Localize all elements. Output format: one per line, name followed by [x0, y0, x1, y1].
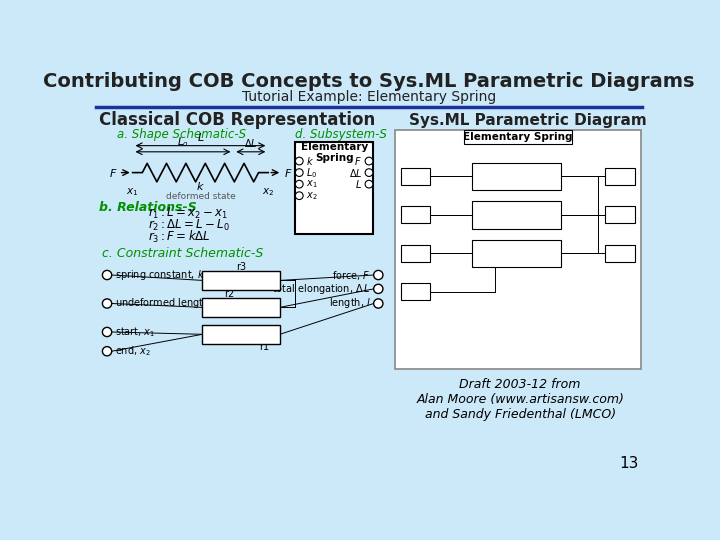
- Text: r1: r1: [259, 342, 269, 353]
- Circle shape: [295, 180, 303, 188]
- Text: c. Constraint Schematic-S: c. Constraint Schematic-S: [102, 247, 264, 260]
- Text: k: k: [412, 170, 419, 183]
- Text: L: L: [616, 208, 624, 221]
- Text: Elementary Spring: Elementary Spring: [463, 132, 572, 142]
- Circle shape: [102, 299, 112, 308]
- Text: L0: L0: [408, 208, 423, 221]
- Text: «parametricRelation»: «parametricRelation»: [475, 205, 558, 214]
- Text: r2: r2: [225, 289, 235, 299]
- Text: $F$: $F$: [109, 167, 117, 179]
- Text: $L$: $L$: [197, 131, 204, 143]
- Text: 13: 13: [619, 456, 639, 471]
- Text: $r_1 : L = x_2 - x_1$: $r_1 : L = x_2 - x_1$: [148, 206, 228, 221]
- Text: force, $F$: force, $F$: [332, 268, 371, 281]
- Text: L = x1·x2: L = x1·x2: [493, 254, 540, 264]
- Bar: [472, 240, 561, 267]
- Bar: [202, 271, 280, 289]
- Text: dL: dL: [613, 247, 628, 260]
- Text: length, $l$: length, $l$: [328, 296, 371, 310]
- Text: Contributing COB Concepts to Sys.ML Parametric Diagrams: Contributing COB Concepts to Sys.ML Para…: [43, 72, 695, 91]
- Text: $x_1$: $x_1$: [127, 186, 139, 198]
- Circle shape: [374, 299, 383, 308]
- Circle shape: [365, 168, 373, 177]
- Circle shape: [102, 327, 112, 336]
- Text: d. Subsystem-S: d. Subsystem-S: [295, 127, 387, 140]
- Bar: [606, 245, 635, 262]
- Bar: [295, 142, 373, 234]
- Text: Tutorial Example: Elementary Spring: Tutorial Example: Elementary Spring: [242, 90, 496, 104]
- Bar: [401, 206, 431, 224]
- Bar: [472, 201, 561, 229]
- Text: $x_2$: $x_2$: [262, 186, 274, 198]
- Text: b. Relations-S: b. Relations-S: [99, 201, 197, 214]
- Text: Sys.ML Parametric Diagram: Sys.ML Parametric Diagram: [409, 113, 647, 128]
- Text: Draft 2003-12 from
Alan Moore (www.artisansw.com)
and Sandy Friedenthal (LMCO): Draft 2003-12 from Alan Moore (www.artis…: [416, 378, 624, 421]
- Text: $r_3 : F = k\Delta L$: $r_3 : F = k\Delta L$: [148, 228, 211, 245]
- Text: end, $x_2$: end, $x_2$: [114, 345, 150, 358]
- Text: $\Delta L$: $\Delta L$: [348, 167, 362, 179]
- Text: $L_0$: $L_0$: [306, 166, 318, 179]
- Circle shape: [365, 180, 373, 188]
- Bar: [202, 325, 280, 343]
- Bar: [401, 245, 431, 262]
- Text: «parametricRelation»: «parametricRelation»: [475, 166, 558, 176]
- Bar: [606, 206, 635, 224]
- Circle shape: [102, 271, 112, 280]
- Circle shape: [102, 347, 112, 356]
- Text: F=k·dL: F=k·dL: [500, 177, 534, 187]
- Text: x1: x1: [408, 247, 423, 260]
- Text: $k$: $k$: [306, 155, 314, 167]
- Text: $F = k\Delta L$: $F = k\Delta L$: [220, 274, 262, 286]
- Text: $F$: $F$: [354, 155, 362, 167]
- Text: «parametricRelation»: «parametricRelation»: [475, 244, 558, 253]
- Bar: [606, 168, 635, 185]
- Text: $r_2 : \Delta L = L - L_0$: $r_2 : \Delta L = L - L_0$: [148, 218, 230, 233]
- Text: $l = x_2 - x_1$: $l = x_2 - x_1$: [214, 327, 269, 341]
- Text: $k$: $k$: [196, 180, 205, 192]
- Text: $\Delta l = l - l_o$: $\Delta l = l - l_o$: [216, 300, 266, 314]
- Text: Elementary
Spring: Elementary Spring: [300, 142, 368, 164]
- Text: $F$: $F$: [284, 167, 292, 179]
- Text: spring constant, $k$: spring constant, $k$: [114, 268, 204, 282]
- Circle shape: [295, 168, 303, 177]
- Text: $x_2$: $x_2$: [306, 190, 318, 201]
- Bar: [401, 284, 431, 300]
- Bar: [472, 163, 561, 190]
- Text: Classical COB Representation: Classical COB Representation: [99, 111, 376, 129]
- Circle shape: [295, 157, 303, 165]
- Circle shape: [374, 284, 383, 294]
- Circle shape: [295, 192, 303, 200]
- Text: dL=L-L0: dL=L-L0: [497, 215, 537, 225]
- Bar: [395, 130, 641, 369]
- Text: deformed state: deformed state: [166, 192, 235, 201]
- Text: r3: r3: [236, 262, 246, 272]
- Text: start, $x_1$: start, $x_1$: [114, 325, 155, 339]
- Text: $L_o$: $L_o$: [177, 135, 189, 148]
- Bar: [202, 298, 280, 316]
- Bar: [464, 130, 572, 144]
- Bar: [401, 168, 431, 185]
- Text: $L$: $L$: [355, 178, 362, 190]
- Text: total elongation, $\Delta\,L$: total elongation, $\Delta\,L$: [272, 282, 371, 296]
- Text: a. Shape Schematic-S: a. Shape Schematic-S: [117, 127, 246, 140]
- Text: x2: x2: [408, 286, 423, 299]
- Text: $\Delta L$: $\Delta L$: [244, 137, 258, 148]
- Circle shape: [374, 271, 383, 280]
- Text: $x_1$: $x_1$: [306, 178, 318, 190]
- Text: undeformed length, $L_0$: undeformed length, $L_0$: [114, 296, 226, 310]
- Text: F: F: [616, 170, 624, 183]
- Circle shape: [365, 157, 373, 165]
